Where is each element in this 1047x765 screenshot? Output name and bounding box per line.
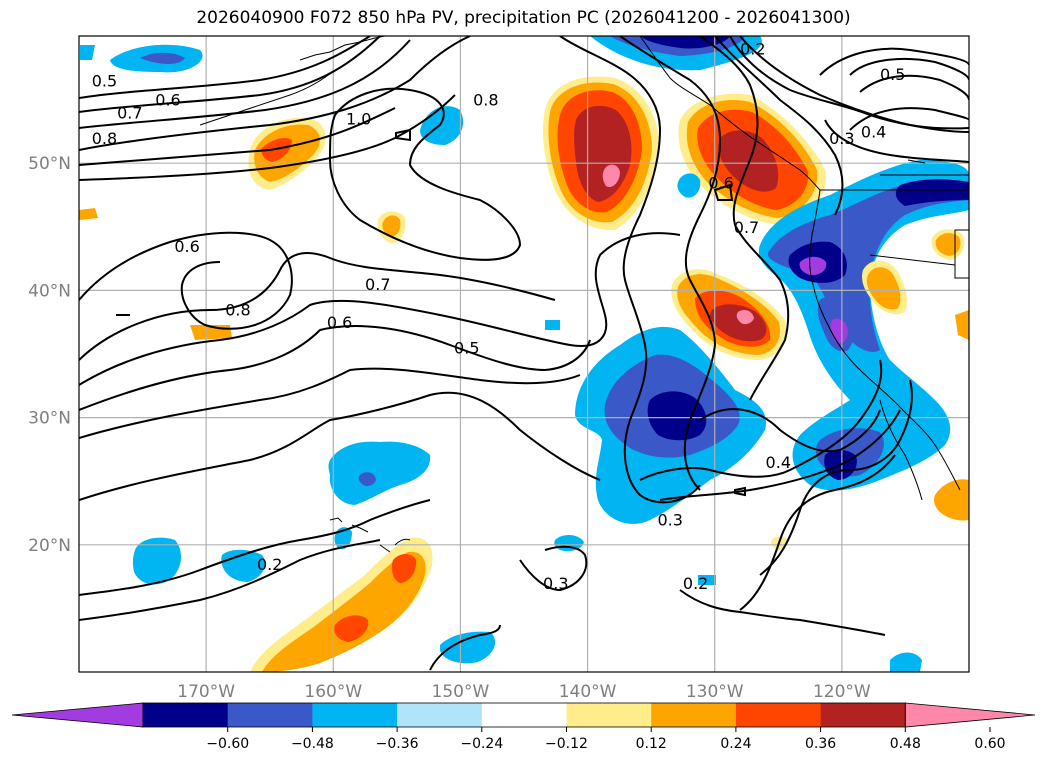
lon-tick-label: 120°W — [813, 682, 871, 702]
colorbar — [11, 702, 1036, 728]
colorbar-tick-label: 0.48 — [890, 736, 921, 752]
colorbar-tick-label: −0.60 — [206, 736, 249, 752]
contour-label: 0.6 — [708, 173, 733, 192]
colorbar-labels: −0.60 −0.48 −0.36 −0.24 −0.12 0.12 0.24 0.36 0.4… — [206, 727, 1006, 752]
contour-label: 0.2 — [683, 574, 708, 593]
colorbar-extend-low — [11, 702, 144, 728]
colorbar-tick-label: 0.12 — [636, 736, 667, 752]
contour-label: 0.8 — [225, 300, 250, 319]
contour-label: 0.3 — [657, 510, 682, 529]
pv-contours — [79, 36, 969, 671]
colorbar-frame — [142, 702, 906, 728]
contour-label: 0.6 — [174, 237, 199, 256]
contour-label: 0.5 — [454, 339, 479, 358]
colorbar-bin — [397, 703, 483, 727]
contour-label: 0.4 — [861, 122, 886, 141]
colorbar-bin — [481, 703, 567, 727]
latitude-labels: 50°N 40°N 30°N 20°N — [28, 154, 71, 556]
contour-label: 0.7 — [365, 275, 390, 294]
contour-label: 0.7 — [734, 218, 759, 237]
lon-tick-label: 130°W — [686, 682, 744, 702]
contour-labels: 0.50.60.70.81.00.80.60.80.70.60.50.20.50… — [92, 40, 906, 593]
precip-shading — [79, 36, 969, 672]
lat-tick-label: 50°N — [28, 154, 71, 174]
lon-tick-label: 170°W — [177, 682, 235, 702]
contour-label: 0.2 — [257, 555, 282, 574]
colorbar-bin — [566, 703, 652, 727]
coastlines — [199, 36, 969, 553]
contour-label: 0.6 — [327, 313, 352, 332]
colorbar-tick-label: 0.36 — [805, 736, 836, 752]
contour-label: 0.3 — [829, 129, 854, 148]
longitude-labels: 170°W 160°W 150°W 140°W 130°W 120°W — [177, 682, 871, 702]
contour-label: 0.5 — [880, 65, 905, 84]
colorbar-bin — [651, 703, 737, 727]
colorbar-extend-high — [904, 702, 1036, 728]
lat-tick-label: 30°N — [28, 409, 71, 429]
colorbar-bin — [312, 703, 398, 727]
contour-label: 1.0 — [346, 110, 371, 129]
contour-label: 0.8 — [92, 129, 117, 148]
lon-tick-label: 140°W — [559, 682, 617, 702]
map-gridlines — [79, 36, 969, 672]
contour-label: 0.3 — [543, 574, 568, 593]
contour-label: 0.6 — [155, 91, 180, 110]
lon-tick-label: 160°W — [304, 682, 362, 702]
contour-label: 0.5 — [92, 72, 117, 91]
colorbar-tick-label: −0.36 — [376, 736, 419, 752]
colorbar-tick-label: −0.24 — [460, 736, 503, 752]
lat-tick-label: 40°N — [28, 281, 71, 301]
map-frame — [78, 35, 970, 673]
colorbar-bin — [227, 703, 313, 727]
colorbar-bin — [143, 703, 229, 727]
lat-tick-label: 20°N — [28, 536, 71, 556]
lon-tick-label: 150°W — [432, 682, 490, 702]
colorbar-tick-label: −0.48 — [291, 736, 334, 752]
contour-label: 0.7 — [117, 103, 142, 122]
contour-label: 0.2 — [740, 40, 765, 59]
colorbar-bin — [735, 703, 822, 727]
colorbar-tick-label: −0.12 — [545, 736, 588, 752]
contour-label: 0.8 — [473, 91, 498, 110]
colorbar-bin — [820, 703, 906, 727]
contour-label: 0.4 — [766, 453, 791, 472]
colorbar-tick-label: 0.24 — [720, 736, 751, 752]
map-title: 2026040900 F072 850 hPa PV, precipitatio… — [196, 8, 851, 28]
colorbar-tick-label: 0.60 — [974, 736, 1005, 752]
